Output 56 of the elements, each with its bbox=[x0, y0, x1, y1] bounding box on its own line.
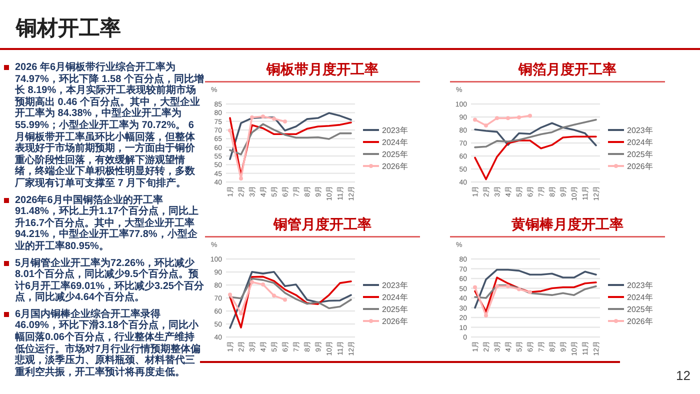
legend-label: 2024年 bbox=[627, 293, 653, 302]
point bbox=[250, 115, 254, 120]
point bbox=[473, 118, 477, 122]
legend-label: 2024年 bbox=[382, 293, 408, 302]
point bbox=[261, 114, 265, 118]
point bbox=[261, 282, 265, 286]
point bbox=[473, 285, 477, 290]
chart-title: 铜箔月度开工率 bbox=[518, 61, 616, 77]
text: 12 bbox=[676, 368, 690, 383]
point bbox=[495, 116, 499, 120]
text: 2026年6月中国铜箔企业的开工率91.48%，环比上升1.17个百分点，同比上升16.7个百分点。其中，大型企业开工率94.21%，中型企业开工率77.8%，小型企业的开工率80.95%。 bbox=[14, 194, 200, 252]
point bbox=[517, 115, 521, 120]
legend-label: 2025年 bbox=[382, 150, 408, 159]
point bbox=[484, 314, 488, 318]
line-series bbox=[474, 284, 597, 299]
point bbox=[495, 284, 499, 288]
line-series bbox=[474, 136, 597, 180]
legend-label: 2024年 bbox=[382, 138, 408, 147]
point bbox=[484, 123, 488, 128]
point bbox=[506, 284, 510, 288]
line-series bbox=[474, 268, 597, 309]
point bbox=[528, 290, 532, 294]
point bbox=[239, 176, 243, 181]
point bbox=[283, 120, 287, 124]
point bbox=[228, 128, 232, 133]
chart-title: 黄铜棒月度开工率 bbox=[510, 216, 624, 232]
point bbox=[228, 292, 232, 297]
legend-label: 2026年 bbox=[382, 162, 408, 171]
legend-label: 2023年 bbox=[627, 126, 653, 135]
legend-label: 2026年 bbox=[627, 162, 653, 171]
text: 2026 年6月铜板带行业综合开工率为 74.97%，环比下降 1.58 个百分点，同比增长 8.19%，本月实际开工表现较前期市场预期高出 0.46 个百分点。其中，大型企业开工率为 84.38%，中型企业开工率为 55.99%；小型企业开工率为 70.72%。 6 月铜板带开工率虽环比小幅回落，但整体表现好于市场前期预期，一方面由于铜价重心阶段性回落，有效缓解下游观望情绪，终端企业下单积极性明显好转，多数厂家现有订单可支撑至 7 月下旬排产。 bbox=[15, 62, 204, 189]
legend-label: 2026年 bbox=[382, 317, 408, 326]
chart-title: 铜板带月度开工率 bbox=[266, 61, 378, 77]
legend-label: 2023年 bbox=[627, 281, 653, 290]
legend-label: 2023年 bbox=[382, 281, 408, 290]
point bbox=[272, 294, 276, 298]
line-series bbox=[474, 276, 597, 313]
line-series bbox=[229, 123, 352, 156]
line-series bbox=[229, 112, 352, 160]
point bbox=[528, 114, 532, 118]
point bbox=[517, 287, 521, 292]
legend-label: 2026年 bbox=[627, 317, 653, 326]
legend-label: 2025年 bbox=[627, 305, 653, 314]
chart-title: 铜管月度开工率 bbox=[272, 216, 372, 232]
point bbox=[283, 298, 287, 302]
legend-label: 2025年 bbox=[627, 150, 653, 159]
line-series bbox=[229, 278, 352, 310]
point bbox=[250, 280, 254, 284]
text: 6月国内铜棒企业综合开工率录得46.09%，环比下滑3.18个百分点，同比小幅回落0.06个百分点，行业整体生产维持低位运行。市场对7月行业行情预期整体偏悲观，淡季压力、原料瓶颈、材料替代三重利空共振，开工率预计将再度走低。 bbox=[14, 308, 202, 378]
legend-label: 2023年 bbox=[382, 126, 408, 135]
text: 铜材开工率 bbox=[16, 16, 121, 42]
legend-label: 2025年 bbox=[382, 305, 408, 314]
text: 5月铜管企业开工率为72.26%，环比减少8.01个百分点，同比减少9.5个百分点。预计6月开工率69.01%，环比减少3.25个百分点，同比减少4.64个百分点。 bbox=[14, 258, 204, 304]
legend-label: 2024年 bbox=[627, 138, 653, 147]
point bbox=[272, 116, 276, 121]
line-series bbox=[229, 117, 352, 176]
